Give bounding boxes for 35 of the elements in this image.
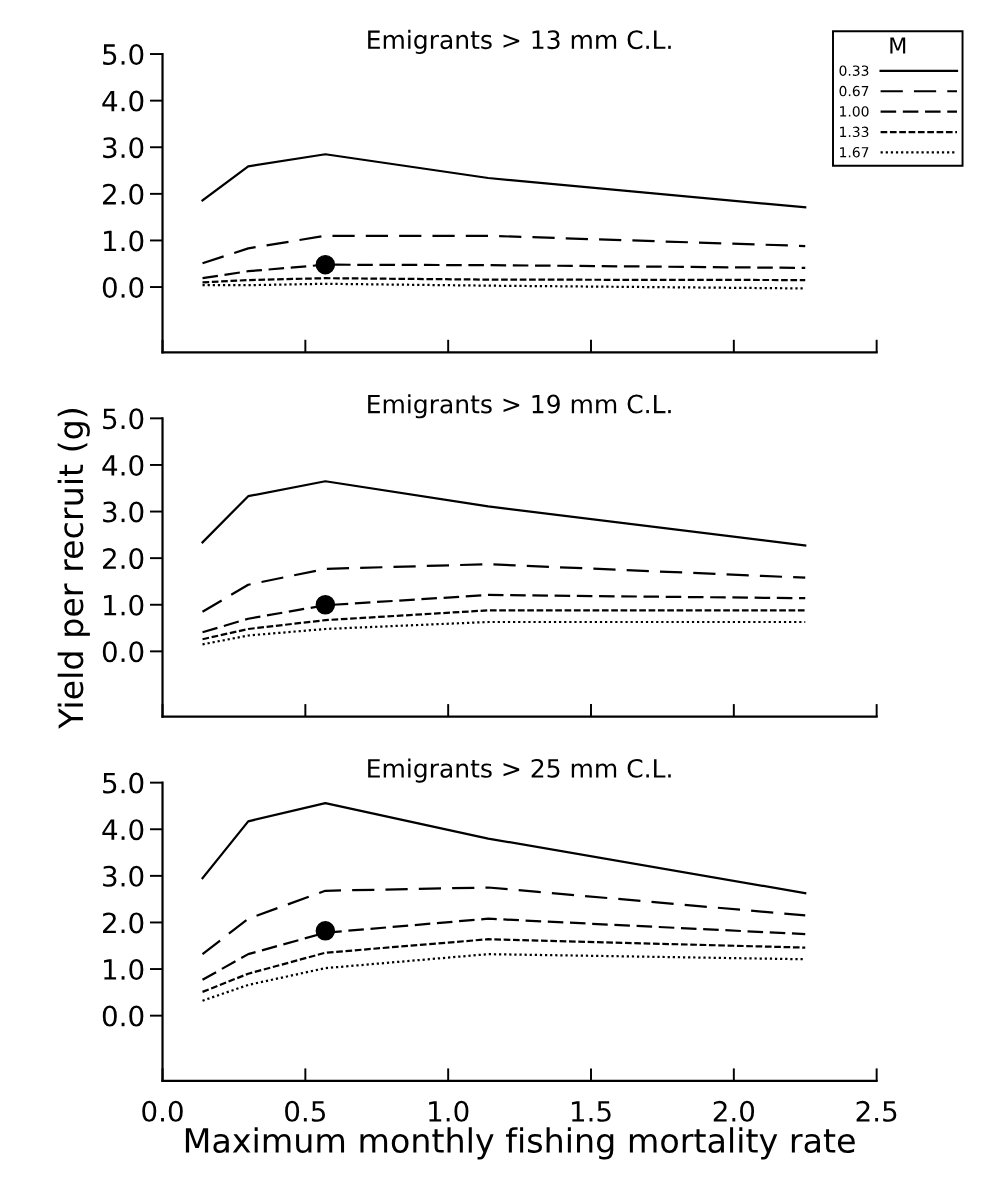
x-axis-title: Maximum monthly fishing mortality rate	[185, 1127, 855, 1160]
legend-title: M	[890, 37, 906, 54]
chart-title: Emigrants > 25 mm C.L.	[368, 758, 671, 783]
text: 1.33	[840, 126, 869, 138]
text: 0.67	[839, 85, 869, 97]
y-tick-label: 1.0	[104, 230, 144, 252]
y-tick-label: 2.0	[103, 183, 144, 205]
y-tick-label: 2.0	[103, 548, 144, 570]
y-tick-label: 5.0	[103, 408, 144, 430]
text: 1.00	[840, 106, 869, 117]
y-tick-label: 4.0	[102, 454, 144, 476]
y-tick-label: 0.0	[102, 641, 144, 663]
y-tick-label: 3.0	[103, 865, 144, 887]
chart-title: Emigrants > 19 mm C.L.	[368, 394, 671, 419]
y-tick-label: 4.0	[102, 90, 144, 112]
y-tick-label: 4.0	[102, 819, 144, 841]
y-tick-label: 0.0	[102, 1005, 144, 1027]
y-tick-label: 1.0	[104, 594, 144, 616]
y-tick-label: 2.0	[103, 912, 144, 934]
y-tick-label: 0.0	[102, 276, 144, 298]
x-tick-label: 0.5	[285, 1100, 326, 1122]
text: 0.33	[839, 65, 869, 76]
y-tick-label: 1.0	[104, 958, 144, 981]
y-tick-label: 5.0	[103, 43, 144, 65]
y-axis-title: Yield per recruit (g)	[57, 409, 90, 729]
y-tick-label: 5.0	[103, 772, 144, 794]
y-tick-label: 3.0	[103, 137, 144, 159]
x-tick-label: 0.0	[142, 1100, 183, 1122]
x-tick-label: 2.5	[856, 1100, 897, 1122]
y-tick-label: 3.0	[103, 501, 144, 523]
chart-title: Emigrants > 13 mm C.L.	[368, 29, 671, 55]
text: 1.67	[840, 146, 869, 158]
x-tick-label: 1.5	[571, 1101, 611, 1122]
x-tick-label: 1.0	[429, 1100, 469, 1122]
x-tick-label: 2.0	[713, 1100, 755, 1122]
